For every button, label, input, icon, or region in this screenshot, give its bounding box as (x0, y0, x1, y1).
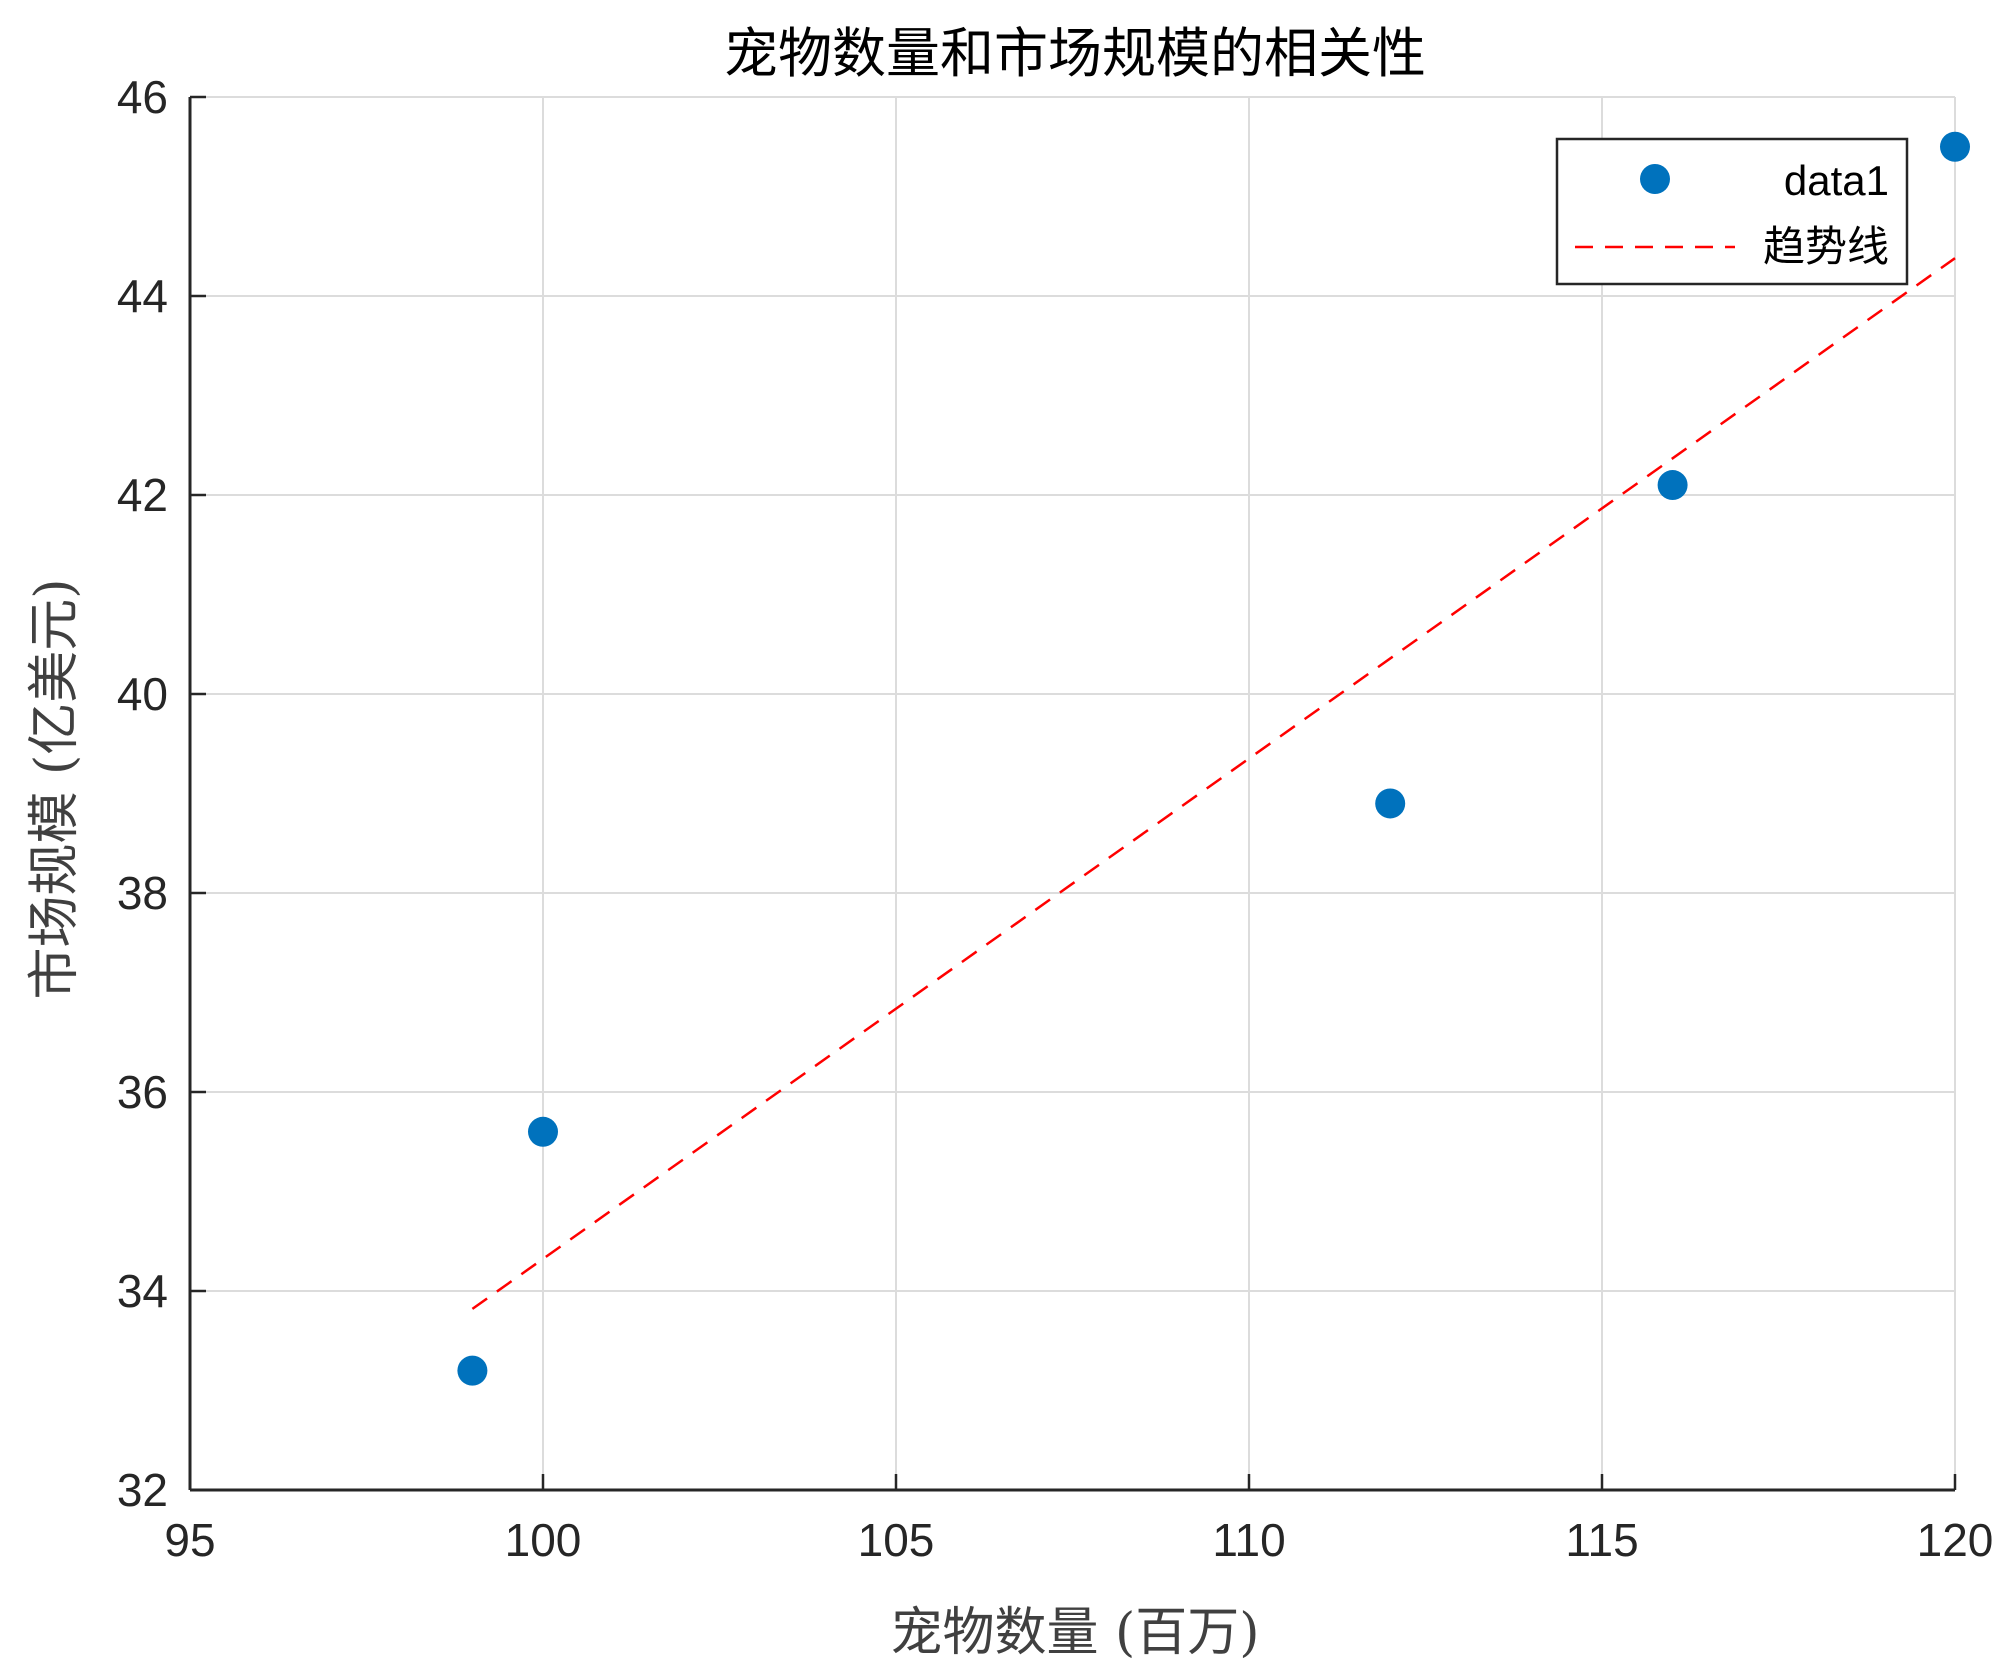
x-tick-label: 120 (1917, 1514, 1994, 1566)
plot-area (457, 131, 1970, 1386)
legend-label: 趋势线 (1763, 222, 1889, 271)
legend-box (1555, 137, 1909, 286)
y-tick-label: 38 (117, 867, 168, 919)
x-tick-label: 115 (1565, 1514, 1638, 1566)
legend-swatch-marker (1640, 164, 1670, 194)
y-tick-label: 34 (117, 1265, 168, 1317)
x-axis-label: 宠物数量 (百万) (890, 1603, 1259, 1663)
data-point (1940, 131, 1970, 162)
trend-line (471, 257, 1956, 1310)
y-tick-label: 32 (117, 1464, 168, 1516)
grid (189, 96, 1956, 1491)
data-point (1375, 788, 1406, 819)
y-tick-label: 40 (117, 668, 168, 720)
data-point (1657, 470, 1688, 501)
x-tick-label: 95 (164, 1514, 215, 1566)
x-tick-label: 105 (858, 1514, 935, 1566)
y-axis-label: 市场规模 (亿美元) (25, 578, 85, 999)
y-tick-label: 42 (117, 469, 168, 521)
y-tick-label: 46 (117, 71, 168, 123)
legend-label: data1 (1784, 157, 1889, 204)
axes (188, 95, 1957, 1492)
y-tick-label: 36 (117, 1066, 168, 1118)
y-tick-label: 44 (117, 270, 168, 322)
data-point (528, 1116, 558, 1147)
data-point (457, 1355, 488, 1386)
x-tick-label: 100 (505, 1514, 582, 1566)
tick-labels: 95 100 105 110 115 120 32 34 36 38 40 42 44 46 (117, 71, 1994, 1566)
legend: data1 趋势线 (1555, 137, 1909, 286)
x-tick-label: 110 (1212, 1514, 1285, 1566)
chart-title: 宠物数量和市场规模的相关性 (724, 22, 1426, 85)
